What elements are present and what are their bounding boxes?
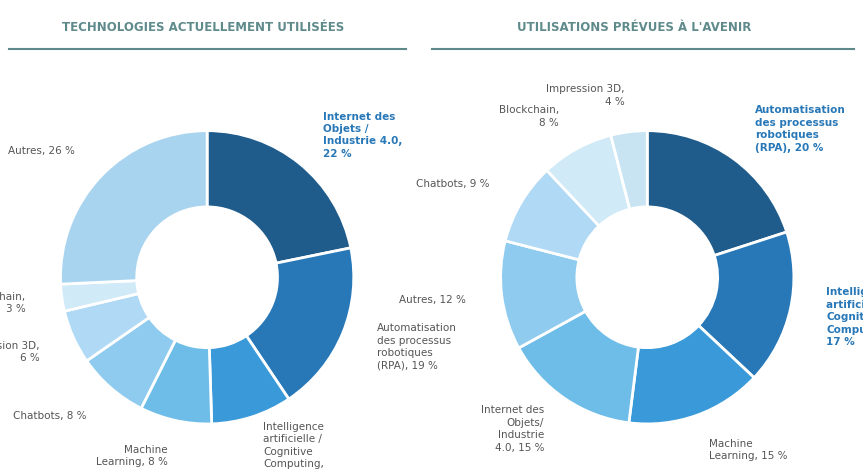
Text: Internet des
Objets /
Industrie 4.0,
22 %: Internet des Objets / Industrie 4.0, 22 … <box>323 112 402 159</box>
Text: Machine
Learning, 15 %: Machine Learning, 15 % <box>709 439 788 461</box>
Wedge shape <box>505 171 599 260</box>
Wedge shape <box>519 311 639 423</box>
Wedge shape <box>210 336 289 424</box>
Text: Chatbots, 9 %: Chatbots, 9 % <box>416 179 489 189</box>
Text: Impression 3D,
4 %: Impression 3D, 4 % <box>545 84 624 107</box>
Text: TECHNOLOGIES ACTUELLEMENT UTILISÉES: TECHNOLOGIES ACTUELLEMENT UTILISÉES <box>61 21 344 34</box>
Text: Internet des
Objets/
Industrie
4.0, 15 %: Internet des Objets/ Industrie 4.0, 15 % <box>481 405 545 453</box>
Wedge shape <box>629 326 754 424</box>
Text: Automatisation
des processus
robotiques
(RPA), 19 %: Automatisation des processus robotiques … <box>377 323 457 370</box>
Text: UTILISATIONS PRÉVUES À L'AVENIR: UTILISATIONS PRÉVUES À L'AVENIR <box>517 21 752 34</box>
Wedge shape <box>207 131 350 263</box>
Wedge shape <box>86 317 175 408</box>
Wedge shape <box>60 131 207 284</box>
Wedge shape <box>647 131 787 256</box>
Text: Blockchain,
8 %: Blockchain, 8 % <box>499 105 559 128</box>
Text: Chatbots, 8 %: Chatbots, 8 % <box>14 411 87 421</box>
Text: Autres, 26 %: Autres, 26 % <box>8 146 74 156</box>
Wedge shape <box>246 248 354 399</box>
Wedge shape <box>60 281 139 311</box>
Wedge shape <box>65 294 149 361</box>
Wedge shape <box>547 135 630 226</box>
Text: Blockchain,
3 %: Blockchain, 3 % <box>0 292 26 314</box>
Text: Intelligence
artificielle /
Cognitive
Computing,
9 %: Intelligence artificielle / Cognitive Co… <box>263 422 324 470</box>
Text: Machine
Learning, 8 %: Machine Learning, 8 % <box>96 445 167 468</box>
Text: Impression 3D,
6 %: Impression 3D, 6 % <box>0 341 40 363</box>
Wedge shape <box>142 340 211 424</box>
Wedge shape <box>501 241 586 348</box>
Wedge shape <box>611 131 647 209</box>
Wedge shape <box>698 232 794 378</box>
Text: Automatisation
des processus
robotiques
(RPA), 20 %: Automatisation des processus robotiques … <box>755 105 846 153</box>
Text: Autres, 12 %: Autres, 12 % <box>399 295 465 306</box>
Text: Intelligence
artificielle /
Cognitive
Computing,
17 %: Intelligence artificielle / Cognitive Co… <box>826 288 863 347</box>
